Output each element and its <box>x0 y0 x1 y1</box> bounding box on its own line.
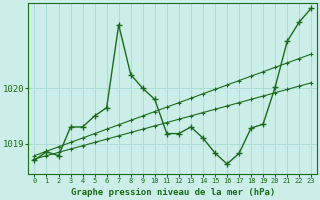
X-axis label: Graphe pression niveau de la mer (hPa): Graphe pression niveau de la mer (hPa) <box>71 188 275 197</box>
